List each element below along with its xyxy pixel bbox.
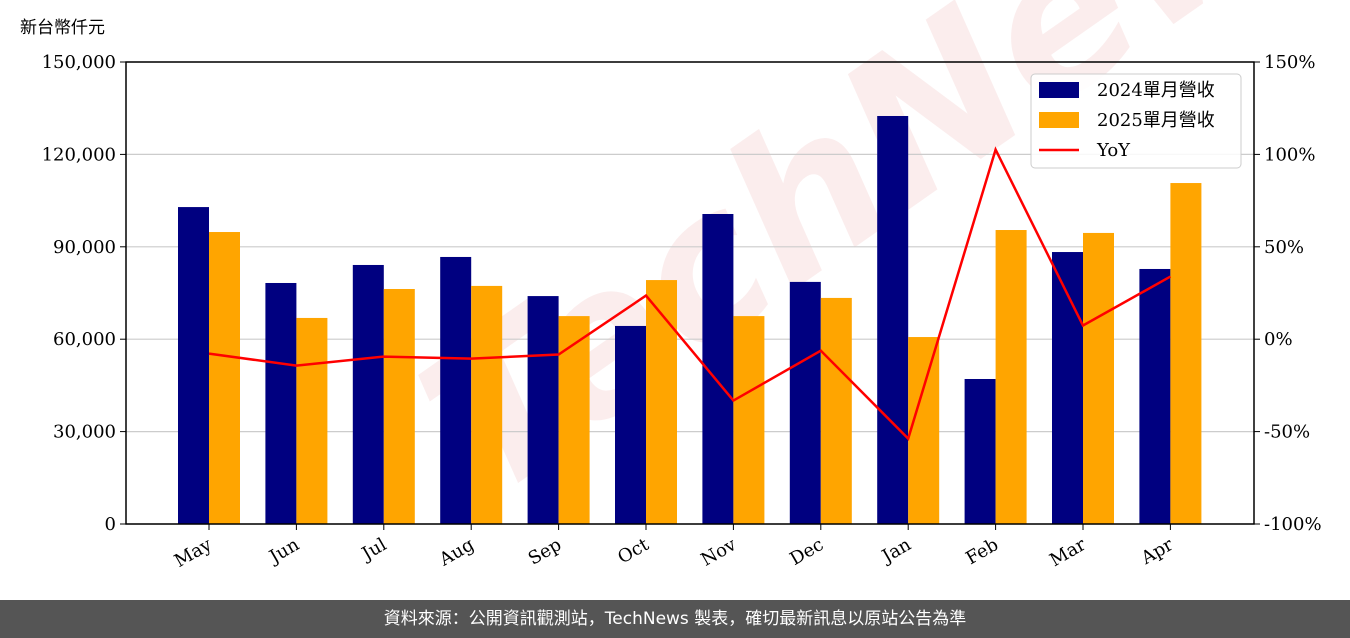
footer: 資料來源：公開資訊觀測站，TechNews 製表，確切最新訊息以原站公告為準: [0, 600, 1350, 638]
y-tick-label: 0: [105, 514, 116, 535]
y2-tick-label: 50%: [1264, 237, 1304, 258]
bar: [1083, 232, 1114, 524]
yoy-line: [208, 146, 1172, 441]
bar: [733, 316, 765, 524]
y2-tick-label: -100%: [1264, 514, 1322, 535]
y-tick-label: 90,000: [53, 237, 116, 258]
legend-label: YoY: [1096, 140, 1131, 161]
chart: TechNews 新台幣仟元 030,00060,00090,000120,00…: [20, 0, 1350, 572]
bar: [1170, 183, 1202, 524]
y-tick-label: 60,000: [53, 329, 116, 350]
x-tick-label: Dec: [786, 534, 827, 570]
y2-tick-label: 100%: [1264, 144, 1315, 165]
bar: [964, 378, 996, 524]
bar: [265, 282, 297, 524]
bar: [296, 317, 328, 524]
y2-tick-label: -50%: [1264, 422, 1310, 443]
bar: [558, 316, 590, 524]
plot-frame: [125, 61, 1255, 525]
bar: [1139, 268, 1171, 524]
x-tick-label: May: [171, 534, 216, 572]
y-tick-label: 150,000: [42, 52, 116, 73]
x-tick-label: Nov: [698, 534, 741, 571]
y2-tick-label: 150%: [1264, 52, 1315, 73]
y-axis-title: 新台幣仟元: [20, 18, 105, 38]
x-tick-label: Sep: [525, 534, 565, 569]
x-tick-label: Mar: [1046, 534, 1090, 571]
bar: [877, 115, 909, 524]
bar: [908, 337, 940, 524]
bar: [995, 230, 1027, 524]
legend-swatch: [1039, 112, 1079, 128]
x-tick-label: Feb: [962, 534, 1002, 569]
legend-box: [1030, 73, 1242, 169]
bar: [352, 264, 384, 524]
bar: [471, 285, 503, 524]
y-tick-label: 120,000: [42, 144, 116, 165]
y-tick-label: 30,000: [53, 422, 116, 443]
x-tick-label: Jul: [357, 534, 391, 566]
x-tick-label: Oct: [614, 534, 653, 569]
bar: [178, 207, 209, 524]
x-tick-label: Apr: [1137, 534, 1177, 569]
bar: [209, 232, 240, 525]
x-tick-label: Aug: [435, 534, 478, 571]
legend-swatch: [1039, 82, 1079, 98]
bar: [615, 325, 646, 524]
bar: [440, 256, 472, 524]
legend-label: 2025單月營收: [1097, 110, 1215, 131]
x-tick-label: Jun: [264, 534, 303, 569]
bar: [646, 280, 677, 524]
bar: [527, 296, 559, 524]
legend-label: 2024單月營收: [1097, 80, 1215, 101]
bar: [789, 281, 821, 524]
bar: [383, 288, 415, 524]
y2-tick-label: 0%: [1264, 329, 1293, 350]
x-tick-label: Jan: [877, 534, 915, 568]
bar: [820, 297, 852, 524]
bar: [1052, 252, 1083, 524]
